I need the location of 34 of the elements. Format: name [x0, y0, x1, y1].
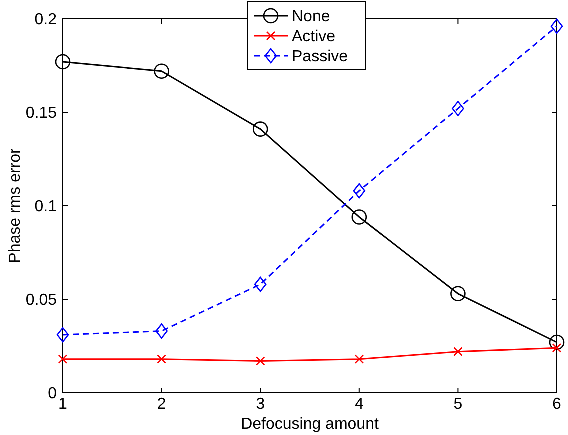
point	[450, 286, 466, 302]
y-tick-label: 0.1	[34, 198, 58, 216]
x-tick-label: 6	[552, 396, 562, 413]
legend-label: None	[292, 8, 330, 26]
point	[55, 54, 71, 70]
point	[256, 356, 266, 366]
point	[549, 334, 565, 350]
x-tick-label: 3	[256, 396, 266, 413]
x-axis-title: Defocusing amount	[241, 416, 380, 433]
legend-label: Active	[292, 28, 336, 46]
point	[353, 183, 366, 199]
point	[58, 354, 68, 364]
point	[252, 122, 268, 137]
point	[552, 343, 562, 353]
x-tick-label: 5	[454, 396, 463, 413]
point	[452, 101, 464, 116]
point	[56, 327, 70, 343]
point	[154, 64, 170, 80]
y-axis-title: Phase rms error	[7, 148, 24, 264]
point	[156, 324, 168, 339]
point	[454, 347, 463, 357]
point	[254, 276, 267, 292]
point	[352, 210, 368, 225]
x-tick-label: 4	[354, 396, 364, 413]
x-tick-label: 2	[157, 396, 166, 413]
y-tick-label: 0.15	[26, 105, 58, 122]
x-tick-label: 1	[58, 396, 68, 413]
point	[157, 354, 166, 364]
y-tick-label: 0	[48, 386, 58, 403]
y-tick-label: 0.05	[26, 292, 58, 310]
point	[550, 18, 564, 34]
point	[354, 354, 364, 364]
legend-label: Passive	[292, 48, 348, 66]
y-tick-label: 0.2	[34, 12, 58, 29]
